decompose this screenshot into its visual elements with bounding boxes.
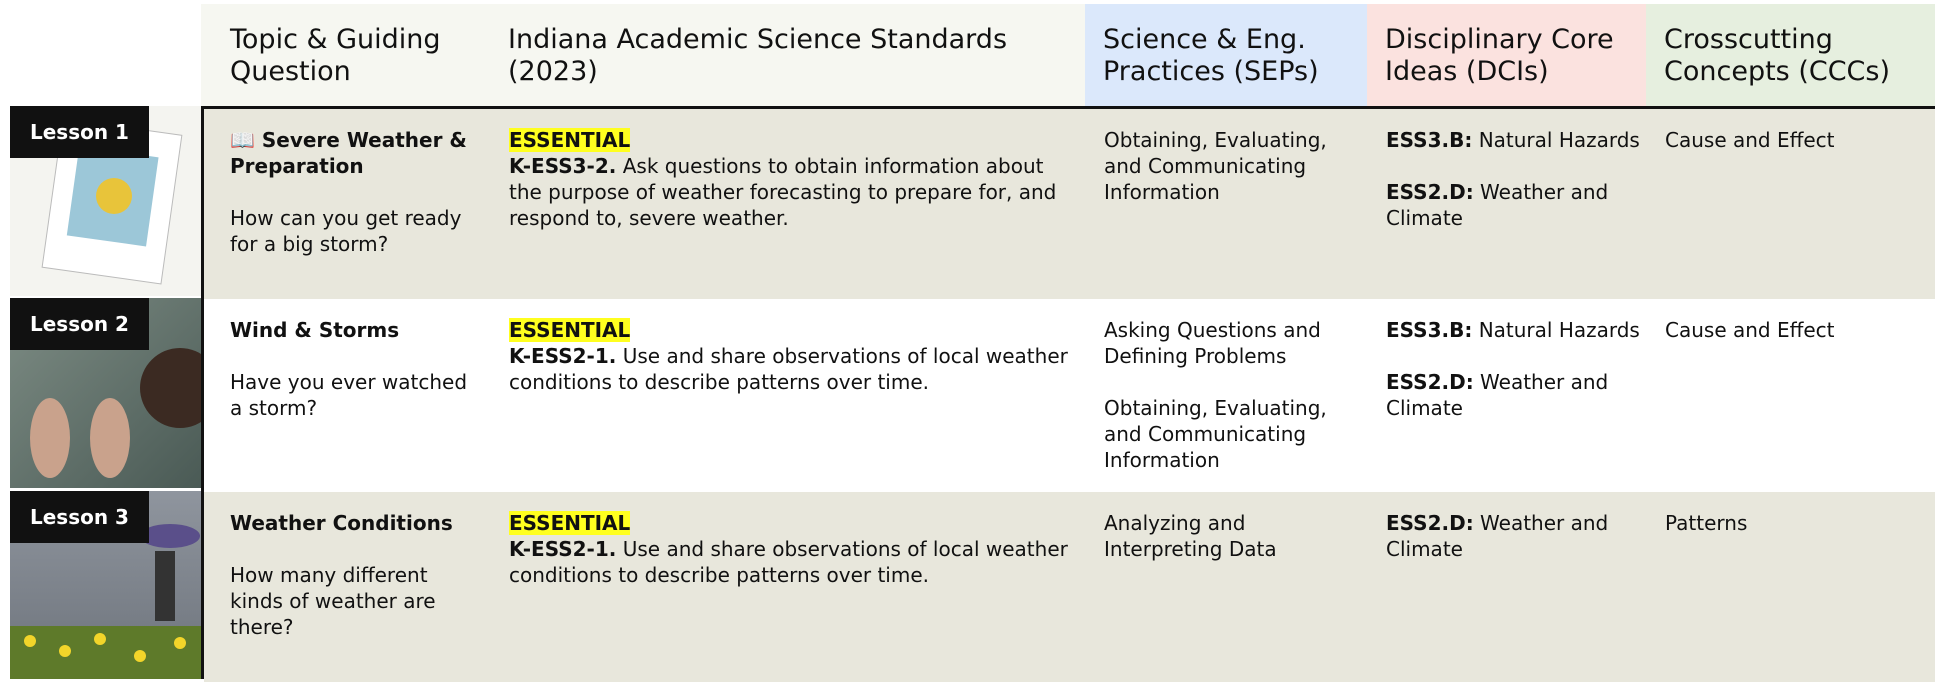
topic-cell: 📖 Severe Weather & Preparation How can yo… bbox=[230, 127, 490, 257]
dci-code: ESS3.B: bbox=[1386, 128, 1473, 152]
topic-title: Wind & Storms bbox=[230, 318, 400, 342]
storm-art bbox=[30, 348, 201, 478]
essential-tag: ESSENTIAL bbox=[509, 318, 631, 342]
ccc-cell: Cause and Effect bbox=[1665, 127, 1935, 153]
standard-code: K-ESS2-1. bbox=[509, 537, 617, 561]
dci-cell: ESS2.D: Weather and Climate bbox=[1386, 510, 1656, 562]
table-row: Weather Conditions How many different kin… bbox=[204, 492, 1935, 682]
dci-cell: ESS3.B: Natural Hazards ESS2.D: Weather a… bbox=[1386, 127, 1656, 231]
topic-cell: Weather Conditions How many different kin… bbox=[230, 510, 490, 640]
dci-text: Weather and Climate bbox=[1386, 370, 1609, 420]
sep-cell: Asking Questions and Defining Problems Ob… bbox=[1104, 317, 1374, 473]
lesson-label: Lesson 3 bbox=[10, 491, 149, 543]
table-row: Wind & Storms Have you ever watched a sto… bbox=[204, 299, 1935, 492]
header-cell: Science & Eng. Practices (SEPs) bbox=[1085, 4, 1367, 106]
header-cell: Crosscutting Concepts (CCCs) bbox=[1646, 4, 1935, 106]
essential-tag: ESSENTIAL bbox=[509, 511, 631, 535]
standard-description: Use and share observations of local weat… bbox=[509, 344, 1068, 394]
ccc-cell: Patterns bbox=[1665, 510, 1935, 536]
dci-item: ESS3.B: Natural Hazards bbox=[1386, 127, 1646, 153]
lesson-label: Lesson 1 bbox=[10, 106, 149, 158]
dci-code: ESS2.D: bbox=[1386, 180, 1474, 204]
table-row: 📖 Severe Weather & Preparation How can yo… bbox=[204, 109, 1935, 299]
storm-photo: Lesson 2 bbox=[10, 298, 201, 488]
sep-item: Analyzing and Interpreting Data bbox=[1104, 511, 1277, 561]
standard-code: K-ESS3-2. bbox=[509, 154, 617, 178]
standard-text: K-ESS2-1. Use and share observations of … bbox=[509, 536, 1079, 588]
dci-cell: ESS3.B: Natural Hazards ESS2.D: Weather a… bbox=[1386, 317, 1656, 421]
dci-item: ESS2.D: Weather and Climate bbox=[1386, 179, 1646, 231]
dci-code: ESS2.D: bbox=[1386, 370, 1474, 394]
lesson-label: Lesson 2 bbox=[10, 298, 149, 350]
book-cover: Lesson 1 bbox=[10, 106, 201, 296]
tag-line: ESSENTIAL bbox=[509, 317, 1079, 343]
standard-text: K-ESS2-1. Use and share observations of … bbox=[509, 343, 1079, 395]
dci-item: ESS3.B: Natural Hazards bbox=[1386, 317, 1646, 343]
standard-cell: ESSENTIAL K-ESS2-1. Use and share observa… bbox=[509, 510, 1089, 588]
book-art bbox=[41, 118, 183, 285]
tag-line: ESSENTIAL bbox=[509, 127, 1079, 153]
table-body: 📖 Severe Weather & Preparation How can yo… bbox=[201, 106, 1935, 682]
header-cell: Disciplinary Core Ideas (DCIs) bbox=[1367, 4, 1646, 106]
ccc-item: Patterns bbox=[1665, 511, 1748, 535]
sep-item: Obtaining, Evaluating, and Communicating… bbox=[1104, 396, 1327, 472]
dci-text: Natural Hazards bbox=[1478, 128, 1640, 152]
sep-item: Asking Questions and Defining Problems bbox=[1104, 318, 1321, 368]
dci-code: ESS2.D: bbox=[1386, 511, 1474, 535]
header-cell: Topic & Guiding Question bbox=[201, 4, 490, 106]
dci-text: Natural Hazards bbox=[1478, 318, 1640, 342]
weather-photo: Lesson 3 bbox=[10, 491, 201, 679]
sep-cell: Analyzing and Interpreting Data bbox=[1104, 510, 1374, 562]
dci-item: ESS2.D: Weather and Climate bbox=[1386, 510, 1646, 562]
sep-item: Obtaining, Evaluating, and Communicating… bbox=[1104, 128, 1327, 204]
dci-code: ESS3.B: bbox=[1386, 318, 1473, 342]
topic-title: 📖 Severe Weather & Preparation bbox=[230, 128, 467, 178]
ccc-item: Cause and Effect bbox=[1665, 318, 1835, 342]
ccc-cell: Cause and Effect bbox=[1665, 317, 1935, 343]
standard-description: Ask questions to obtain information abou… bbox=[509, 154, 1057, 230]
guiding-question: Have you ever watched a storm? bbox=[230, 370, 468, 420]
tag-line: ESSENTIAL bbox=[509, 510, 1079, 536]
guiding-question: How many different kinds of weather are … bbox=[230, 563, 436, 639]
dci-text: Weather and Climate bbox=[1386, 180, 1609, 230]
standard-code: K-ESS2-1. bbox=[509, 344, 617, 368]
dci-item: ESS2.D: Weather and Climate bbox=[1386, 369, 1646, 421]
standard-text: K-ESS3-2. Ask questions to obtain inform… bbox=[509, 153, 1079, 231]
dci-text: Weather and Climate bbox=[1386, 511, 1609, 561]
topic-cell: Wind & Storms Have you ever watched a sto… bbox=[230, 317, 490, 421]
weather-art bbox=[10, 524, 201, 679]
header-cell: Indiana Academic Science Standards (2023… bbox=[490, 4, 1085, 106]
standard-description: Use and share observations of local weat… bbox=[509, 537, 1068, 587]
ccc-item: Cause and Effect bbox=[1665, 128, 1835, 152]
essential-tag: ESSENTIAL bbox=[509, 128, 631, 152]
guiding-question: How can you get ready for a big storm? bbox=[230, 206, 462, 256]
standard-cell: ESSENTIAL K-ESS2-1. Use and share observa… bbox=[509, 317, 1089, 395]
sep-cell: Obtaining, Evaluating, and Communicating… bbox=[1104, 127, 1374, 205]
standard-cell: ESSENTIAL K-ESS3-2. Ask questions to obta… bbox=[509, 127, 1089, 231]
topic-title: Weather Conditions bbox=[230, 511, 453, 535]
